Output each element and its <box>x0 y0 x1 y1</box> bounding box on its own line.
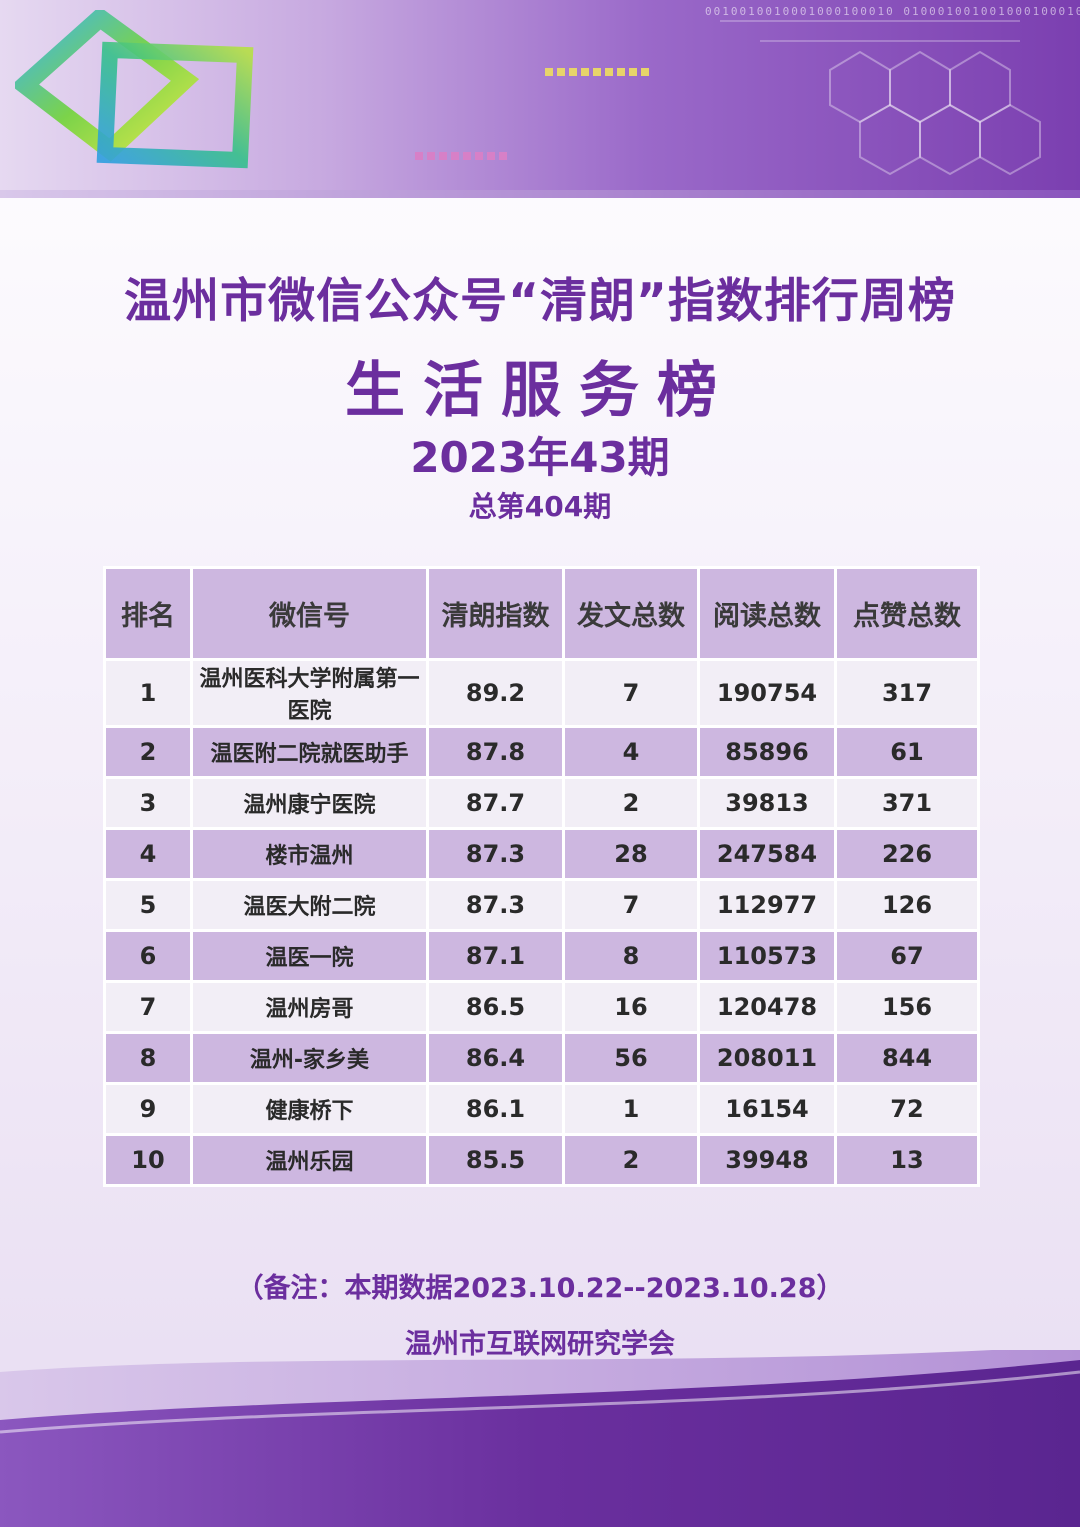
reads-cell: 208011 <box>697 1031 837 1085</box>
reads-cell: 85896 <box>697 725 837 779</box>
posts-cell: 28 <box>562 827 700 881</box>
table-row: 3 温州康宁医院 87.7 2 39813 371 <box>103 776 980 830</box>
table-row: 1 温州医科大学附属第一医院 89.2 7 190754 317 <box>103 658 980 728</box>
column-header-account: 微信号 <box>190 566 429 661</box>
rank-cell: 6 <box>103 929 193 983</box>
likes-cell: 844 <box>834 1031 980 1085</box>
account-cell: 温医一院 <box>190 929 429 983</box>
rank-cell: 2 <box>103 725 193 779</box>
account-cell: 健康桥下 <box>190 1082 429 1136</box>
account-cell: 温州乐园 <box>190 1133 429 1187</box>
index-cell: 86.1 <box>426 1082 565 1136</box>
index-cell: 87.8 <box>426 725 565 779</box>
logo-emblem <box>15 10 254 169</box>
column-header-rank: 排名 <box>103 566 193 661</box>
category-title: 生活服务榜 <box>345 356 735 426</box>
dot-pattern-top <box>545 68 649 76</box>
banner-divider <box>0 190 1080 198</box>
column-header-index: 清朗指数 <box>426 566 565 661</box>
table-row: 2 温医附二院就医助手 87.8 4 85896 61 <box>103 725 980 779</box>
index-cell: 87.7 <box>426 776 565 830</box>
posts-cell: 16 <box>562 980 700 1034</box>
posts-cell: 8 <box>562 929 700 983</box>
column-header-reads: 阅读总数 <box>697 566 837 661</box>
account-cell: 楼市温州 <box>190 827 429 881</box>
index-cell: 87.1 <box>426 929 565 983</box>
issue-number: 2023年43期 <box>410 433 670 482</box>
account-cell: 温医附二院就医助手 <box>190 725 429 779</box>
header-banner: 0010010010001000100010 01000100100100010… <box>0 0 1080 190</box>
index-cell: 87.3 <box>426 878 565 932</box>
reads-cell: 120478 <box>697 980 837 1034</box>
reads-cell: 110573 <box>697 929 837 983</box>
likes-cell: 371 <box>834 776 980 830</box>
rank-cell: 1 <box>103 658 193 728</box>
reads-cell: 16154 <box>697 1082 837 1136</box>
data-period-note: （备注：本期数据2023.10.22--2023.10.28） <box>236 1273 844 1304</box>
dot-pattern-bottom <box>415 152 507 160</box>
index-cell: 87.3 <box>426 827 565 881</box>
index-cell: 86.4 <box>426 1031 565 1085</box>
posts-cell: 2 <box>562 776 700 830</box>
table-row: 7 温州房哥 86.5 16 120478 156 <box>103 980 980 1034</box>
index-cell: 85.5 <box>426 1133 565 1187</box>
reads-cell: 39948 <box>697 1133 837 1187</box>
posts-cell: 7 <box>562 878 700 932</box>
posts-cell: 56 <box>562 1031 700 1085</box>
reads-cell: 112977 <box>697 878 837 932</box>
binary-decoration: 0010010010001000100010 01000100100100010… <box>705 5 1080 18</box>
account-cell: 温州房哥 <box>190 980 429 1034</box>
rank-cell: 4 <box>103 827 193 881</box>
reads-cell: 247584 <box>697 827 837 881</box>
index-cell: 86.5 <box>426 980 565 1034</box>
hexagon-pattern <box>720 20 1041 176</box>
rank-cell: 3 <box>103 776 193 830</box>
account-cell: 温州医科大学附属第一医院 <box>190 658 429 728</box>
posts-cell: 2 <box>562 1133 700 1187</box>
account-cell: 温州康宁医院 <box>190 776 429 830</box>
total-issue-number: 总第404期 <box>468 490 612 523</box>
table-header-row: 排名 微信号 清朗指数 发文总数 阅读总数 点赞总数 <box>103 566 980 661</box>
likes-cell: 126 <box>834 878 980 932</box>
rank-cell: 7 <box>103 980 193 1034</box>
rank-cell: 9 <box>103 1082 193 1136</box>
likes-cell: 13 <box>834 1133 980 1187</box>
likes-cell: 61 <box>834 725 980 779</box>
likes-cell: 317 <box>834 658 980 728</box>
posts-cell: 4 <box>562 725 700 779</box>
reads-cell: 190754 <box>697 658 837 728</box>
likes-cell: 226 <box>834 827 980 881</box>
rank-cell: 10 <box>103 1133 193 1187</box>
rank-cell: 8 <box>103 1031 193 1085</box>
posts-cell: 1 <box>562 1082 700 1136</box>
table-row: 6 温医一院 87.1 8 110573 67 <box>103 929 980 983</box>
table-row: 9 健康桥下 86.1 1 16154 72 <box>103 1082 980 1136</box>
ranking-table: 排名 微信号 清朗指数 发文总数 阅读总数 点赞总数 1 温州医科大学附属第一医… <box>103 566 980 1187</box>
posts-cell: 7 <box>562 658 700 728</box>
index-cell: 89.2 <box>426 658 565 728</box>
account-cell: 温州-家乡美 <box>190 1031 429 1085</box>
page-title: 温州市微信公众号“清朗”指数排行周榜 <box>124 274 956 329</box>
likes-cell: 72 <box>834 1082 980 1136</box>
rank-cell: 5 <box>103 878 193 932</box>
account-cell: 温医大附二院 <box>190 878 429 932</box>
organization-name: 温州市互联网研究学会 <box>405 1329 675 1360</box>
table-row: 10 温州乐园 85.5 2 39948 13 <box>103 1133 980 1187</box>
footer-wave <box>0 1350 1080 1527</box>
table-row: 5 温医大附二院 87.3 7 112977 126 <box>103 878 980 932</box>
column-header-likes: 点赞总数 <box>834 566 980 661</box>
column-header-posts: 发文总数 <box>562 566 700 661</box>
table-row: 8 温州-家乡美 86.4 56 208011 844 <box>103 1031 980 1085</box>
likes-cell: 67 <box>834 929 980 983</box>
reads-cell: 39813 <box>697 776 837 830</box>
likes-cell: 156 <box>834 980 980 1034</box>
table-row: 4 楼市温州 87.3 28 247584 226 <box>103 827 980 881</box>
